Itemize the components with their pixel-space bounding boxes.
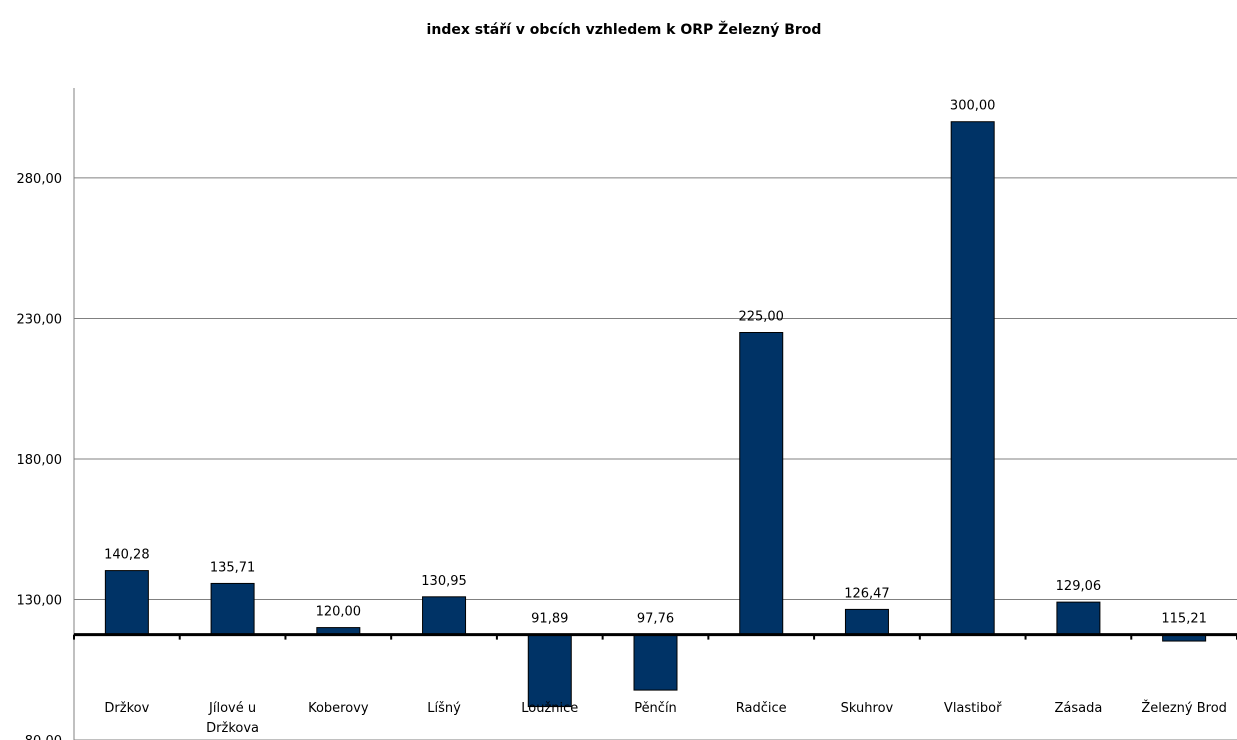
bar <box>104 570 149 636</box>
x-axis <box>73 633 1237 640</box>
category-label: Zásada <box>1054 701 1102 716</box>
y-tick-label: 280,00 <box>17 172 63 187</box>
gridlines <box>74 177 1237 740</box>
category-labels: Držkov Jílové u Držkova Koberovy Líšný Loužni… <box>104 700 1227 736</box>
data-label: 97,76 <box>637 612 674 627</box>
bar <box>1056 601 1101 636</box>
category-label: Radčice <box>736 701 787 716</box>
bar <box>210 582 255 636</box>
chart-title: index stáří v obcích vzhledem k ORP Žele… <box>427 21 822 38</box>
category-label: Vlastiboř <box>944 701 1002 716</box>
data-label: 91,89 <box>531 612 568 627</box>
bars <box>104 121 1207 708</box>
bar <box>527 634 572 708</box>
category-label: Držkova <box>206 721 259 736</box>
y-tick-label: 230,00 <box>17 312 63 327</box>
data-label: 120,00 <box>316 605 362 620</box>
y-axis: 80,00 130,00 180,00 230,00 280,00 <box>17 88 75 740</box>
data-label: 140,28 <box>104 548 150 563</box>
category-label: Jílové u <box>208 701 256 716</box>
data-label: 135,71 <box>210 560 256 575</box>
bar <box>739 332 784 636</box>
data-label: 130,95 <box>421 574 467 589</box>
data-label: 115,21 <box>1161 612 1207 627</box>
bar <box>422 596 467 636</box>
data-labels: 140,28 135,71 120,00 130,95 91,89 97,76 225,00… <box>104 99 1207 627</box>
category-label: Loužnice <box>521 701 578 716</box>
y-tick-label: 180,00 <box>17 453 63 468</box>
y-tick-label: 80,00 <box>25 734 62 740</box>
category-label: Líšný <box>427 701 461 716</box>
bar <box>633 634 678 691</box>
category-label: Pěnčín <box>634 701 677 716</box>
category-label: Koberovy <box>308 701 369 716</box>
category-label: Skuhrov <box>841 701 894 716</box>
category-label: Železný Brod <box>1141 700 1227 716</box>
data-label: 300,00 <box>950 99 996 114</box>
category-label: Držkov <box>104 701 149 716</box>
bar <box>950 121 995 636</box>
data-label: 126,47 <box>844 586 890 601</box>
data-label: 225,00 <box>738 310 784 325</box>
bar <box>844 608 889 636</box>
y-tick-label: 130,00 <box>17 593 63 608</box>
data-label: 129,06 <box>1056 579 1102 594</box>
